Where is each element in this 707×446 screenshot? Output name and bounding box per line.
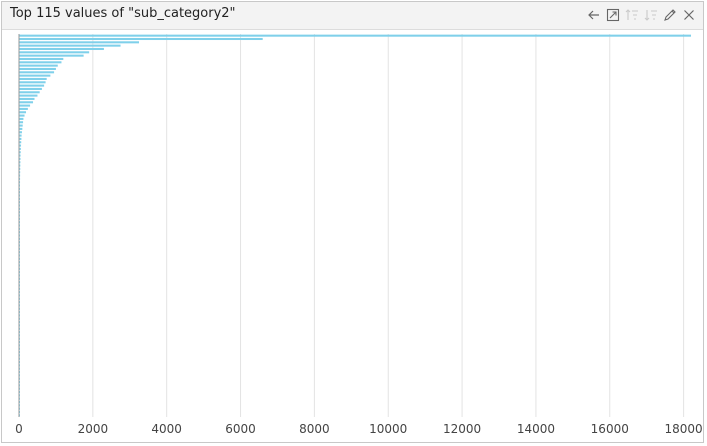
bar[interactable] <box>19 174 21 177</box>
bar[interactable] <box>19 97 35 100</box>
bar[interactable] <box>19 104 31 107</box>
bar[interactable] <box>19 151 21 154</box>
sort-ascending-button[interactable] <box>623 6 640 24</box>
x-tick-label: 2000 <box>78 422 109 436</box>
bar[interactable] <box>19 84 45 87</box>
x-tick-label: 6000 <box>225 422 256 436</box>
x-tick-label: 12000 <box>443 422 481 436</box>
bar[interactable] <box>19 67 56 70</box>
x-tick-label: 4000 <box>151 422 182 436</box>
bar[interactable] <box>19 141 22 144</box>
bar[interactable] <box>19 77 47 80</box>
x-tick-label: 14000 <box>517 422 555 436</box>
expand-button[interactable] <box>604 6 621 24</box>
bar[interactable] <box>19 157 21 160</box>
bar[interactable] <box>19 117 24 120</box>
bar[interactable] <box>19 127 23 130</box>
bar[interactable] <box>19 101 34 104</box>
back-button[interactable] <box>585 6 602 24</box>
bar[interactable] <box>19 37 263 41</box>
toolbar <box>585 6 697 24</box>
bar[interactable] <box>19 124 23 127</box>
bar[interactable] <box>19 131 22 134</box>
x-tick-label: 16000 <box>591 422 629 436</box>
bar[interactable] <box>19 154 21 157</box>
bar[interactable] <box>19 57 64 61</box>
sort-ascending-icon <box>625 9 638 20</box>
title-bar: Top 115 values of "sub_category2" <box>2 2 703 30</box>
bar[interactable] <box>19 51 90 54</box>
bar[interactable] <box>19 134 22 137</box>
edit-button[interactable] <box>661 6 678 24</box>
bar[interactable] <box>19 74 51 77</box>
sort-descending-button[interactable] <box>642 6 659 24</box>
back-arrow-icon <box>587 10 599 20</box>
bar[interactable] <box>19 54 84 57</box>
bars <box>19 34 691 417</box>
bar[interactable] <box>19 111 27 114</box>
bar[interactable] <box>19 167 21 170</box>
chart-title: Top 115 values of "sub_category2" <box>10 6 236 21</box>
bar[interactable] <box>19 121 24 124</box>
gridlines <box>92 34 685 417</box>
bar[interactable] <box>19 137 22 140</box>
bar[interactable] <box>19 164 21 167</box>
bar[interactable] <box>19 144 22 147</box>
x-tick-label: 0 <box>15 422 23 436</box>
bar[interactable] <box>19 71 55 74</box>
bar[interactable] <box>19 81 46 84</box>
expand-icon <box>606 8 619 22</box>
bar[interactable] <box>19 61 62 64</box>
close-button[interactable] <box>680 6 697 24</box>
bar[interactable] <box>19 177 21 180</box>
bar[interactable] <box>19 91 40 94</box>
bar[interactable] <box>19 171 21 174</box>
bar[interactable] <box>19 47 104 51</box>
bar[interactable] <box>19 107 28 110</box>
x-tick-label: 10000 <box>369 422 407 436</box>
bar[interactable] <box>19 114 25 117</box>
x-tick-label: 8000 <box>299 422 330 436</box>
bar[interactable] <box>19 161 21 164</box>
bar[interactable] <box>19 87 42 90</box>
bar[interactable] <box>19 181 21 184</box>
close-icon <box>683 10 694 20</box>
edit-pencil-icon <box>663 9 676 21</box>
sort-descending-icon <box>644 10 657 21</box>
x-tick-label: 18000 <box>665 422 703 436</box>
bar[interactable] <box>19 44 121 47</box>
bar[interactable] <box>19 64 58 67</box>
bar[interactable] <box>19 34 691 37</box>
x-axis: 0 2000 4000 6000 8000 10000 12000 14000 16000 180… <box>15 34 703 436</box>
bar[interactable] <box>19 41 139 44</box>
bar[interactable] <box>19 94 38 97</box>
bar[interactable] <box>19 147 21 150</box>
